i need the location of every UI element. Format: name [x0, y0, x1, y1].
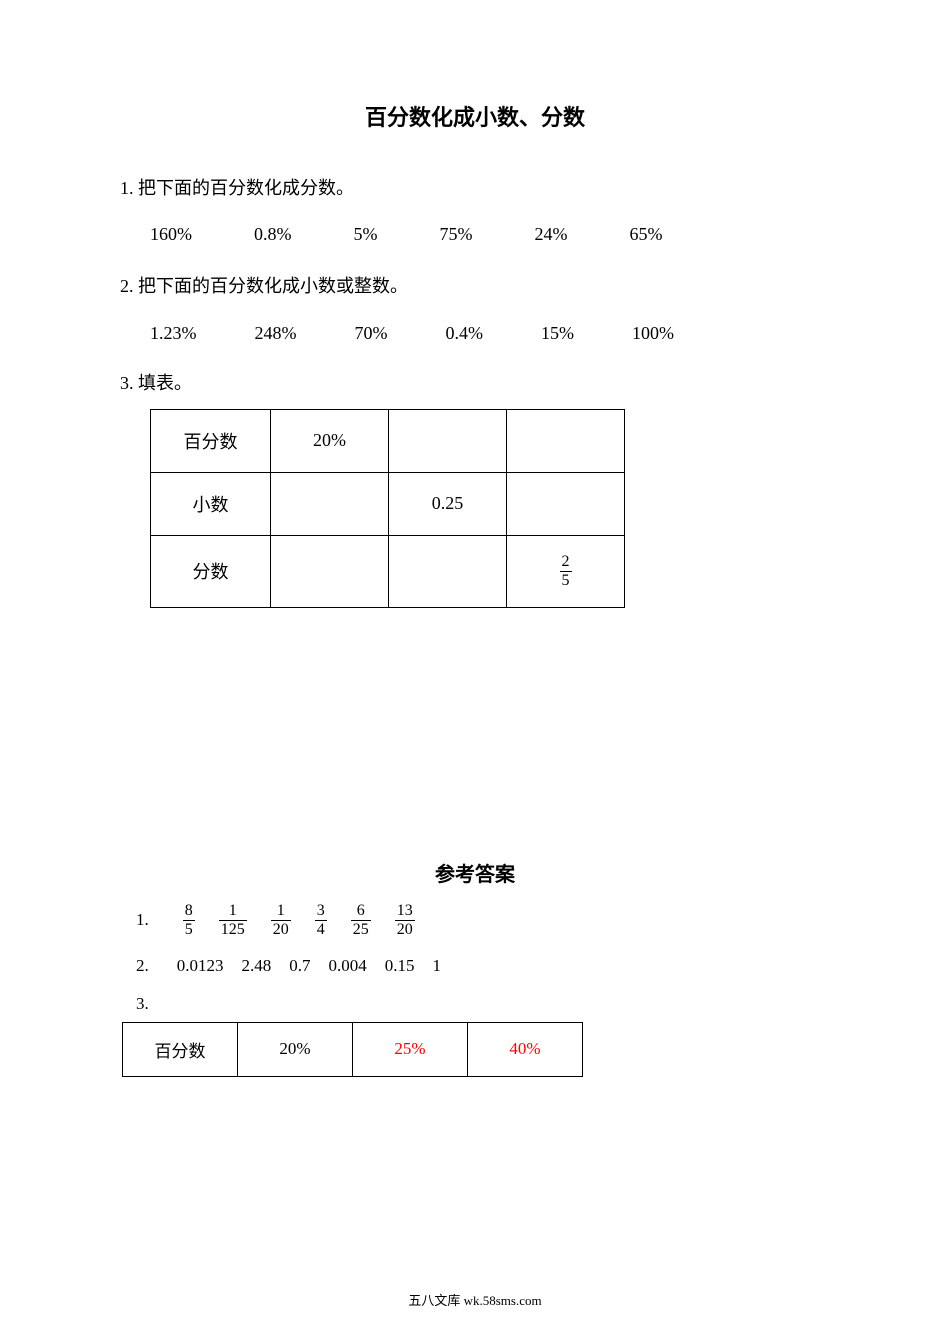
a2-value: 1 [433, 956, 442, 976]
answer-1: 1. 8 5 1 125 1 20 3 4 6 25 13 20 [120, 903, 830, 938]
fraction: 8 5 [183, 903, 195, 938]
q1-value: 24% [535, 224, 568, 245]
q1-value: 160% [150, 224, 192, 245]
fraction-numerator: 1 [219, 903, 247, 921]
fraction-numerator: 8 [183, 903, 195, 921]
page-footer: 五八文库 wk.58sms.com [0, 1290, 950, 1309]
q1-value: 75% [440, 224, 473, 245]
a2-value: 0.15 [385, 956, 415, 976]
q2-label: 2. 把下面的百分数化成小数或整数。 [120, 270, 830, 302]
table-cell [507, 472, 625, 535]
fraction-numerator: 2 [560, 554, 572, 572]
a2-value: 2.48 [242, 956, 272, 976]
answers-section: 参考答案 1. 8 5 1 125 1 20 3 4 6 25 13 20 2. [120, 858, 830, 1077]
table-cell [389, 535, 507, 607]
fraction-denominator: 125 [219, 921, 247, 938]
table-cell [271, 535, 389, 607]
table-cell [389, 409, 507, 472]
fraction-denominator: 5 [183, 921, 195, 938]
q3-label: 3. 填表。 [120, 369, 830, 395]
answer-2: 2. 0.0123 2.48 0.7 0.004 0.15 1 [120, 956, 830, 976]
table-row: 小数 0.25 [151, 472, 625, 535]
a2-value: 0.7 [289, 956, 310, 976]
table-cell: 20% [271, 409, 389, 472]
table-row: 分数 2 5 [151, 535, 625, 607]
row-label: 分数 [151, 535, 271, 607]
answers-title: 参考答案 [120, 858, 830, 887]
table-cell: 40% [468, 1022, 583, 1076]
fraction: 13 20 [395, 903, 415, 938]
question-1: 1. 把下面的百分数化成分数。 [120, 172, 830, 204]
q2-value: 100% [632, 323, 674, 344]
table-cell [507, 409, 625, 472]
fraction-denominator: 5 [560, 572, 572, 589]
a2-value: 0.0123 [177, 956, 224, 976]
q2-value: 0.4% [446, 323, 484, 344]
answer-3-label: 3. [120, 994, 830, 1014]
q1-label: 1. 把下面的百分数化成分数。 [120, 172, 830, 204]
answer-number: 2. [136, 956, 149, 976]
question-2: 2. 把下面的百分数化成小数或整数。 [120, 270, 830, 302]
table-cell: 0.25 [389, 472, 507, 535]
table-cell: 25% [353, 1022, 468, 1076]
fraction-denominator: 20 [271, 921, 291, 938]
table-row: 百分数 20% [151, 409, 625, 472]
fraction-denominator: 20 [395, 921, 415, 938]
table-cell [271, 472, 389, 535]
q1-value: 0.8% [254, 224, 292, 245]
q2-value: 248% [255, 323, 297, 344]
q2-value: 1.23% [150, 323, 197, 344]
fraction: 6 25 [351, 903, 371, 938]
q2-value: 15% [541, 323, 574, 344]
fraction-numerator: 6 [351, 903, 371, 921]
fraction: 2 5 [560, 554, 572, 589]
fraction-denominator: 4 [315, 921, 327, 938]
row-label: 百分数 [151, 409, 271, 472]
q2-value: 70% [355, 323, 388, 344]
fraction: 1 20 [271, 903, 291, 938]
answer-number: 1. [136, 910, 149, 930]
fraction-denominator: 25 [351, 921, 371, 938]
q2-values: 1.23% 248% 70% 0.4% 15% 100% [120, 323, 830, 344]
fraction-numerator: 1 [271, 903, 291, 921]
row-label: 百分数 [123, 1022, 238, 1076]
table-cell: 20% [238, 1022, 353, 1076]
fraction: 3 4 [315, 903, 327, 938]
fraction: 1 125 [219, 903, 247, 938]
row-label: 小数 [151, 472, 271, 535]
answer-3-table: 百分数 20% 25% 40% [122, 1022, 583, 1077]
fraction-numerator: 13 [395, 903, 415, 921]
fraction-numerator: 3 [315, 903, 327, 921]
a2-value: 0.004 [329, 956, 367, 976]
q1-value: 65% [630, 224, 663, 245]
page-title: 百分数化成小数、分数 [120, 100, 830, 132]
q1-value: 5% [354, 224, 378, 245]
q1-values: 160% 0.8% 5% 75% 24% 65% [120, 224, 830, 245]
table-row: 百分数 20% 25% 40% [123, 1022, 583, 1076]
table-cell: 2 5 [507, 535, 625, 607]
q3-table: 百分数 20% 小数 0.25 分数 2 5 [150, 409, 625, 608]
